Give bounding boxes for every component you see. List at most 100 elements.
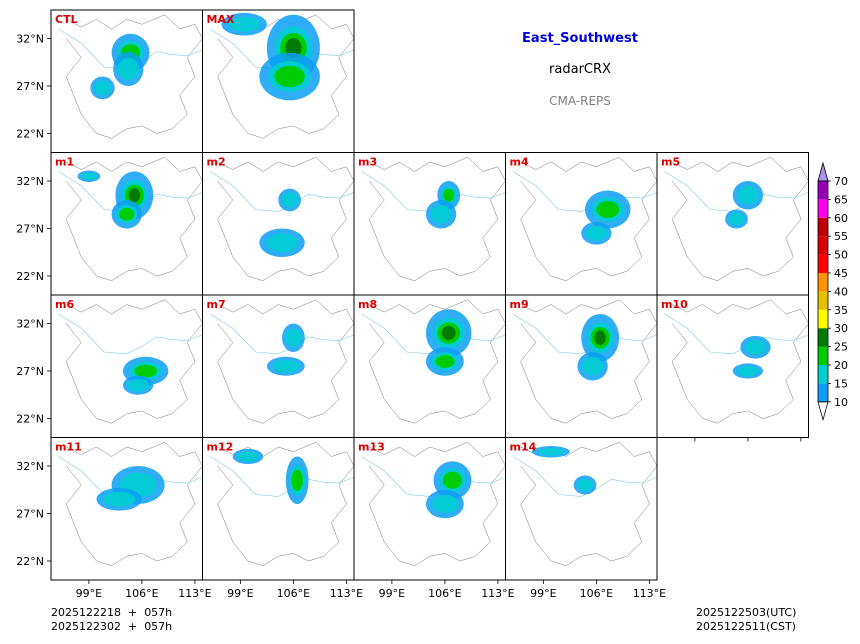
colorbar-tick-label: 15 bbox=[834, 377, 848, 390]
river-line bbox=[512, 456, 658, 497]
panel-m2: m2 bbox=[202, 152, 355, 296]
panel-m5: m5 bbox=[656, 152, 809, 296]
panel-frame bbox=[656, 294, 809, 438]
colorbar-tick-label: 55 bbox=[834, 230, 848, 243]
x-tick-label: 106°E bbox=[125, 587, 158, 600]
echo-core-20dbz bbox=[274, 65, 305, 88]
province-border bbox=[217, 441, 355, 567]
init-time-cst: 2025122302 + 057h bbox=[51, 620, 173, 633]
colorbar-tick-label: 45 bbox=[834, 267, 848, 280]
colorbar-tick-label: 65 bbox=[834, 193, 848, 206]
panel-label: CTL bbox=[55, 13, 78, 26]
product-title: radarCRX bbox=[549, 62, 611, 77]
panel-m13: m13 99°E 106°E 113°E bbox=[353, 437, 515, 600]
panel-label: m5 bbox=[661, 156, 680, 169]
panel-m12: m12 99°E 106°E 113°E bbox=[202, 437, 363, 600]
x-tick-label: 113°E bbox=[178, 587, 211, 600]
panel-m3: m3 bbox=[353, 152, 506, 296]
x-tick-label: 113°E bbox=[633, 587, 666, 600]
x-tick-label: 113°E bbox=[330, 587, 363, 600]
y-tick-label: 27°N bbox=[16, 365, 44, 378]
echo-core-20dbz bbox=[119, 207, 135, 221]
colorbar-segment bbox=[818, 199, 828, 218]
colorbar-tick-label: 20 bbox=[834, 359, 848, 372]
panel-m6: m6 22°N 27°N 32°N bbox=[16, 294, 203, 438]
echo-core-15dbz bbox=[737, 366, 759, 376]
province-border bbox=[520, 156, 658, 282]
province-border bbox=[671, 299, 809, 424]
echo-core-20dbz bbox=[134, 364, 158, 378]
river-line bbox=[58, 313, 203, 355]
colorbar-segment bbox=[818, 291, 828, 310]
y-tick-label: 32°N bbox=[16, 33, 44, 46]
colorbar-over-extension bbox=[817, 161, 829, 182]
x-tick-label: 99°E bbox=[76, 587, 102, 600]
province-border bbox=[65, 14, 203, 139]
colorbar-tick-label: 60 bbox=[834, 212, 848, 225]
y-tick-label: 32°N bbox=[16, 460, 44, 473]
panel-label: m10 bbox=[661, 298, 688, 311]
panel-label: m1 bbox=[55, 156, 74, 169]
echo-core-15dbz bbox=[577, 478, 593, 492]
echo-core-15dbz bbox=[127, 379, 149, 392]
echo-core-15dbz bbox=[537, 448, 565, 456]
colorbar-segment bbox=[818, 273, 828, 292]
province-border bbox=[368, 156, 506, 282]
province-border bbox=[217, 299, 355, 424]
panel-label: m7 bbox=[207, 298, 226, 311]
x-tick-label: 106°E bbox=[580, 587, 613, 600]
province-border bbox=[520, 441, 658, 567]
colorbar-tick-label: 40 bbox=[834, 285, 848, 298]
echo-core-15dbz bbox=[237, 451, 259, 462]
colorbar-tick-label: 25 bbox=[834, 341, 848, 354]
panel-label: m2 bbox=[207, 156, 226, 169]
panel-m9: m9 bbox=[505, 294, 658, 438]
panel-label: m8 bbox=[358, 298, 377, 311]
colorbar-tick-label: 70 bbox=[834, 175, 848, 188]
colorbar-tick-label: 10 bbox=[834, 396, 848, 409]
echo-core-25dbz bbox=[128, 188, 141, 203]
panel-m7: m7 bbox=[202, 294, 355, 438]
panel-background bbox=[505, 437, 657, 580]
colorbar-segment bbox=[818, 236, 828, 255]
x-tick-label: 106°E bbox=[277, 587, 310, 600]
colorbar-tick-label: 50 bbox=[834, 249, 848, 262]
panel-m10: m10 bbox=[656, 294, 809, 442]
province-border bbox=[65, 299, 203, 424]
colorbar-under-extension bbox=[817, 401, 829, 422]
panel-m8: m8 bbox=[353, 294, 506, 438]
colorbar: 10 15 20 25 30 35 40 45 50 55 60 65 70 bbox=[817, 161, 848, 422]
province-border bbox=[671, 156, 809, 282]
y-tick-label: 27°N bbox=[16, 80, 44, 93]
valid-time-cst: 2025122511(CST) bbox=[696, 620, 796, 633]
echo-core-15dbz bbox=[266, 233, 298, 253]
echo-core-20dbz bbox=[596, 200, 620, 219]
echo-core-15dbz bbox=[117, 57, 139, 81]
colorbar-segment bbox=[818, 181, 828, 200]
y-tick-label: 27°N bbox=[16, 508, 44, 521]
echo-core-15dbz bbox=[431, 494, 459, 514]
echo-core-25dbz bbox=[594, 330, 606, 345]
x-tick-label: 113°E bbox=[481, 587, 514, 600]
echo-core-15dbz bbox=[728, 212, 745, 226]
colorbar-segment bbox=[818, 254, 828, 273]
echo-core-15dbz bbox=[103, 491, 136, 507]
y-tick-label: 32°N bbox=[16, 175, 44, 188]
panel-label: m4 bbox=[510, 156, 529, 169]
panel-frame bbox=[505, 437, 658, 581]
colorbar-segment bbox=[818, 217, 828, 237]
echo-core-15dbz bbox=[285, 328, 302, 348]
y-tick-label: 22°N bbox=[16, 413, 44, 426]
panel-label: m11 bbox=[55, 441, 82, 454]
panel-label: m14 bbox=[510, 441, 537, 454]
echo-core-20dbz bbox=[291, 469, 303, 491]
colorbar-segment bbox=[818, 365, 828, 384]
panel-background bbox=[202, 152, 354, 295]
y-tick-label: 32°N bbox=[16, 318, 44, 331]
colorbar-segment bbox=[818, 346, 828, 365]
province-border bbox=[217, 14, 355, 139]
panel-label: m12 bbox=[207, 441, 234, 454]
province-border bbox=[217, 156, 355, 282]
y-tick-label: 22°N bbox=[16, 555, 44, 568]
province-border bbox=[368, 299, 506, 424]
